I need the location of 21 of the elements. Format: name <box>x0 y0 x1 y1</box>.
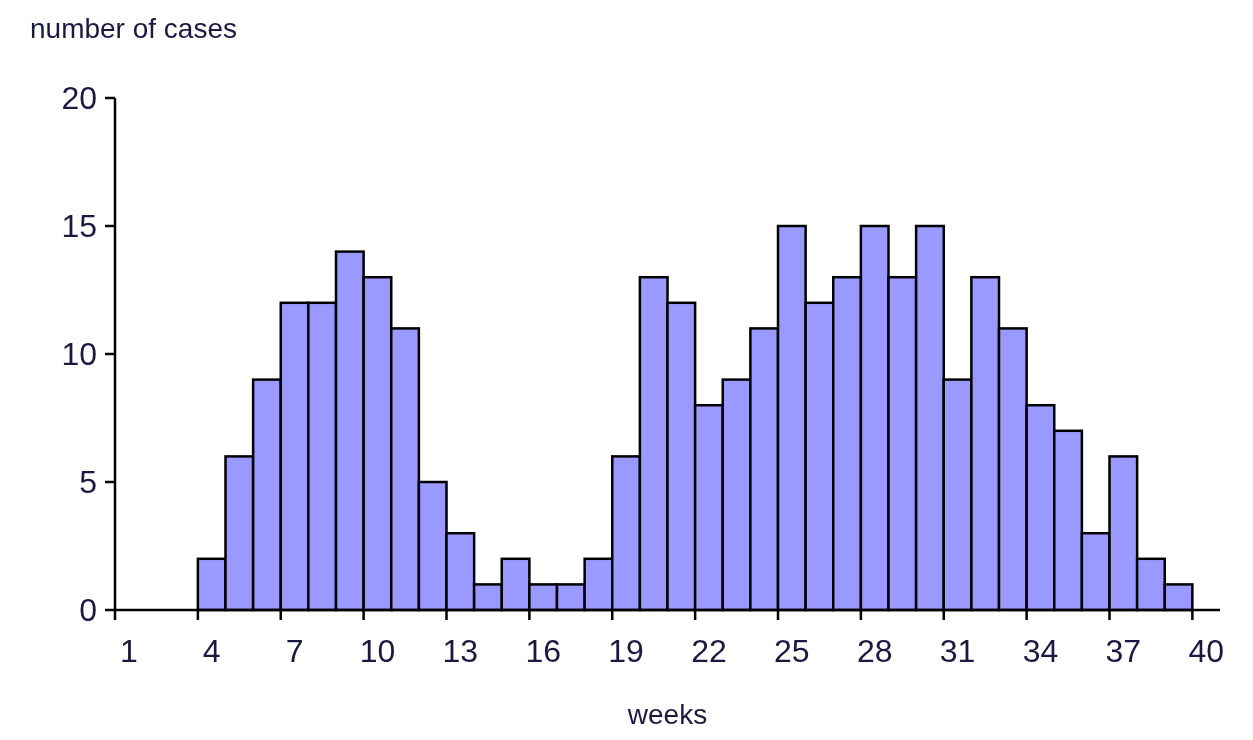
x-tick-label: 40 <box>1188 633 1224 669</box>
x-tick-label: 31 <box>939 633 976 669</box>
x-tick-label: 10 <box>359 633 396 669</box>
x-tick-label: 1 <box>119 633 138 669</box>
x-tick-label: 28 <box>856 633 893 669</box>
y-axis-title: number of cases <box>30 13 237 44</box>
x-tick-label: 19 <box>608 633 644 669</box>
x-tick-label: 7 <box>285 633 304 669</box>
y-tick-label: 10 <box>61 336 97 373</box>
x-tick-label: 25 <box>774 633 810 669</box>
x-tick-label: 34 <box>1022 633 1059 669</box>
x-tick-label: 16 <box>525 633 561 669</box>
y-tick-label: 5 <box>79 464 97 501</box>
x-tick-label: 4 <box>202 633 221 669</box>
x-tick-label: 22 <box>691 633 727 669</box>
x-tick-label: 13 <box>442 633 479 669</box>
y-tick-label: 15 <box>61 208 97 245</box>
y-tick-label: 20 <box>61 80 97 117</box>
x-tick-label: 37 <box>1105 633 1142 669</box>
y-tick-label: 0 <box>79 592 97 629</box>
x-axis-title: weeks <box>626 699 708 730</box>
